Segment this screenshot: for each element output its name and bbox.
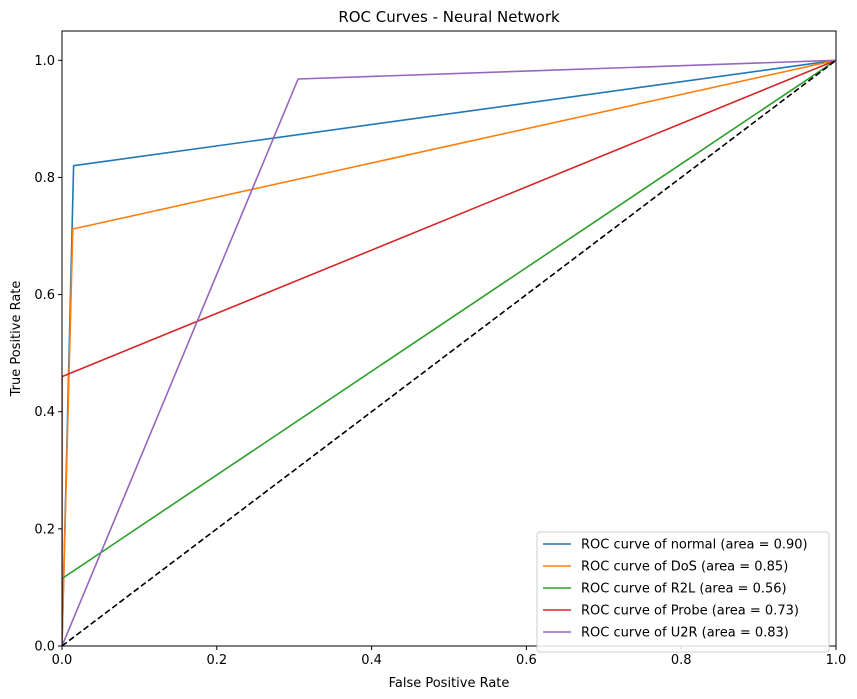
plot-frame: [61, 30, 837, 647]
series-line: [62, 59, 836, 646]
legend-label: ROC curve of R2L (area = 0.56): [581, 582, 787, 597]
legend: ROC curve of normal (area = 0.90) ROC cur…: [536, 531, 830, 653]
x-tick-label: 0.0: [52, 653, 73, 668]
x-axis-label: False Positive Rate: [389, 676, 510, 691]
y-tick-label: 0.4: [34, 405, 55, 420]
x-tick-label: 0.8: [671, 653, 692, 668]
legend-label: ROC curve of DoS (area = 0.85): [581, 560, 788, 575]
y-tick-label: 1.0: [34, 54, 55, 69]
chart-title: ROC Curves - Neural Network: [338, 8, 560, 26]
y-tick-label: 0.2: [34, 522, 55, 537]
y-axis-label: True Positive Rate: [9, 281, 24, 398]
legend-box: [536, 531, 830, 653]
series-line: [62, 59, 836, 646]
series-line: [62, 59, 836, 646]
x-tick-label: 0.4: [361, 653, 382, 668]
x-tick-label: 1.0: [826, 653, 847, 668]
legend-label: ROC curve of Probe (area = 0.73): [581, 604, 799, 619]
y-tick-label: 0.8: [34, 171, 55, 186]
axis-ticks: 0.0 0.2 0.4 0.6 0.8 1.0 0.0 0.2 0.4 0.6 0.8 1.0: [34, 54, 846, 668]
legend-label: ROC curve of U2R (area = 0.83): [581, 626, 789, 641]
series-line: [62, 59, 836, 646]
y-tick-label: 0.6: [34, 288, 55, 303]
x-tick-label: 0.6: [516, 653, 537, 668]
y-tick-label: 0.0: [34, 640, 55, 655]
x-tick-label: 0.2: [206, 653, 227, 668]
legend-label: ROC curve of normal (area = 0.90): [581, 538, 808, 553]
plot-area: [62, 59, 836, 646]
